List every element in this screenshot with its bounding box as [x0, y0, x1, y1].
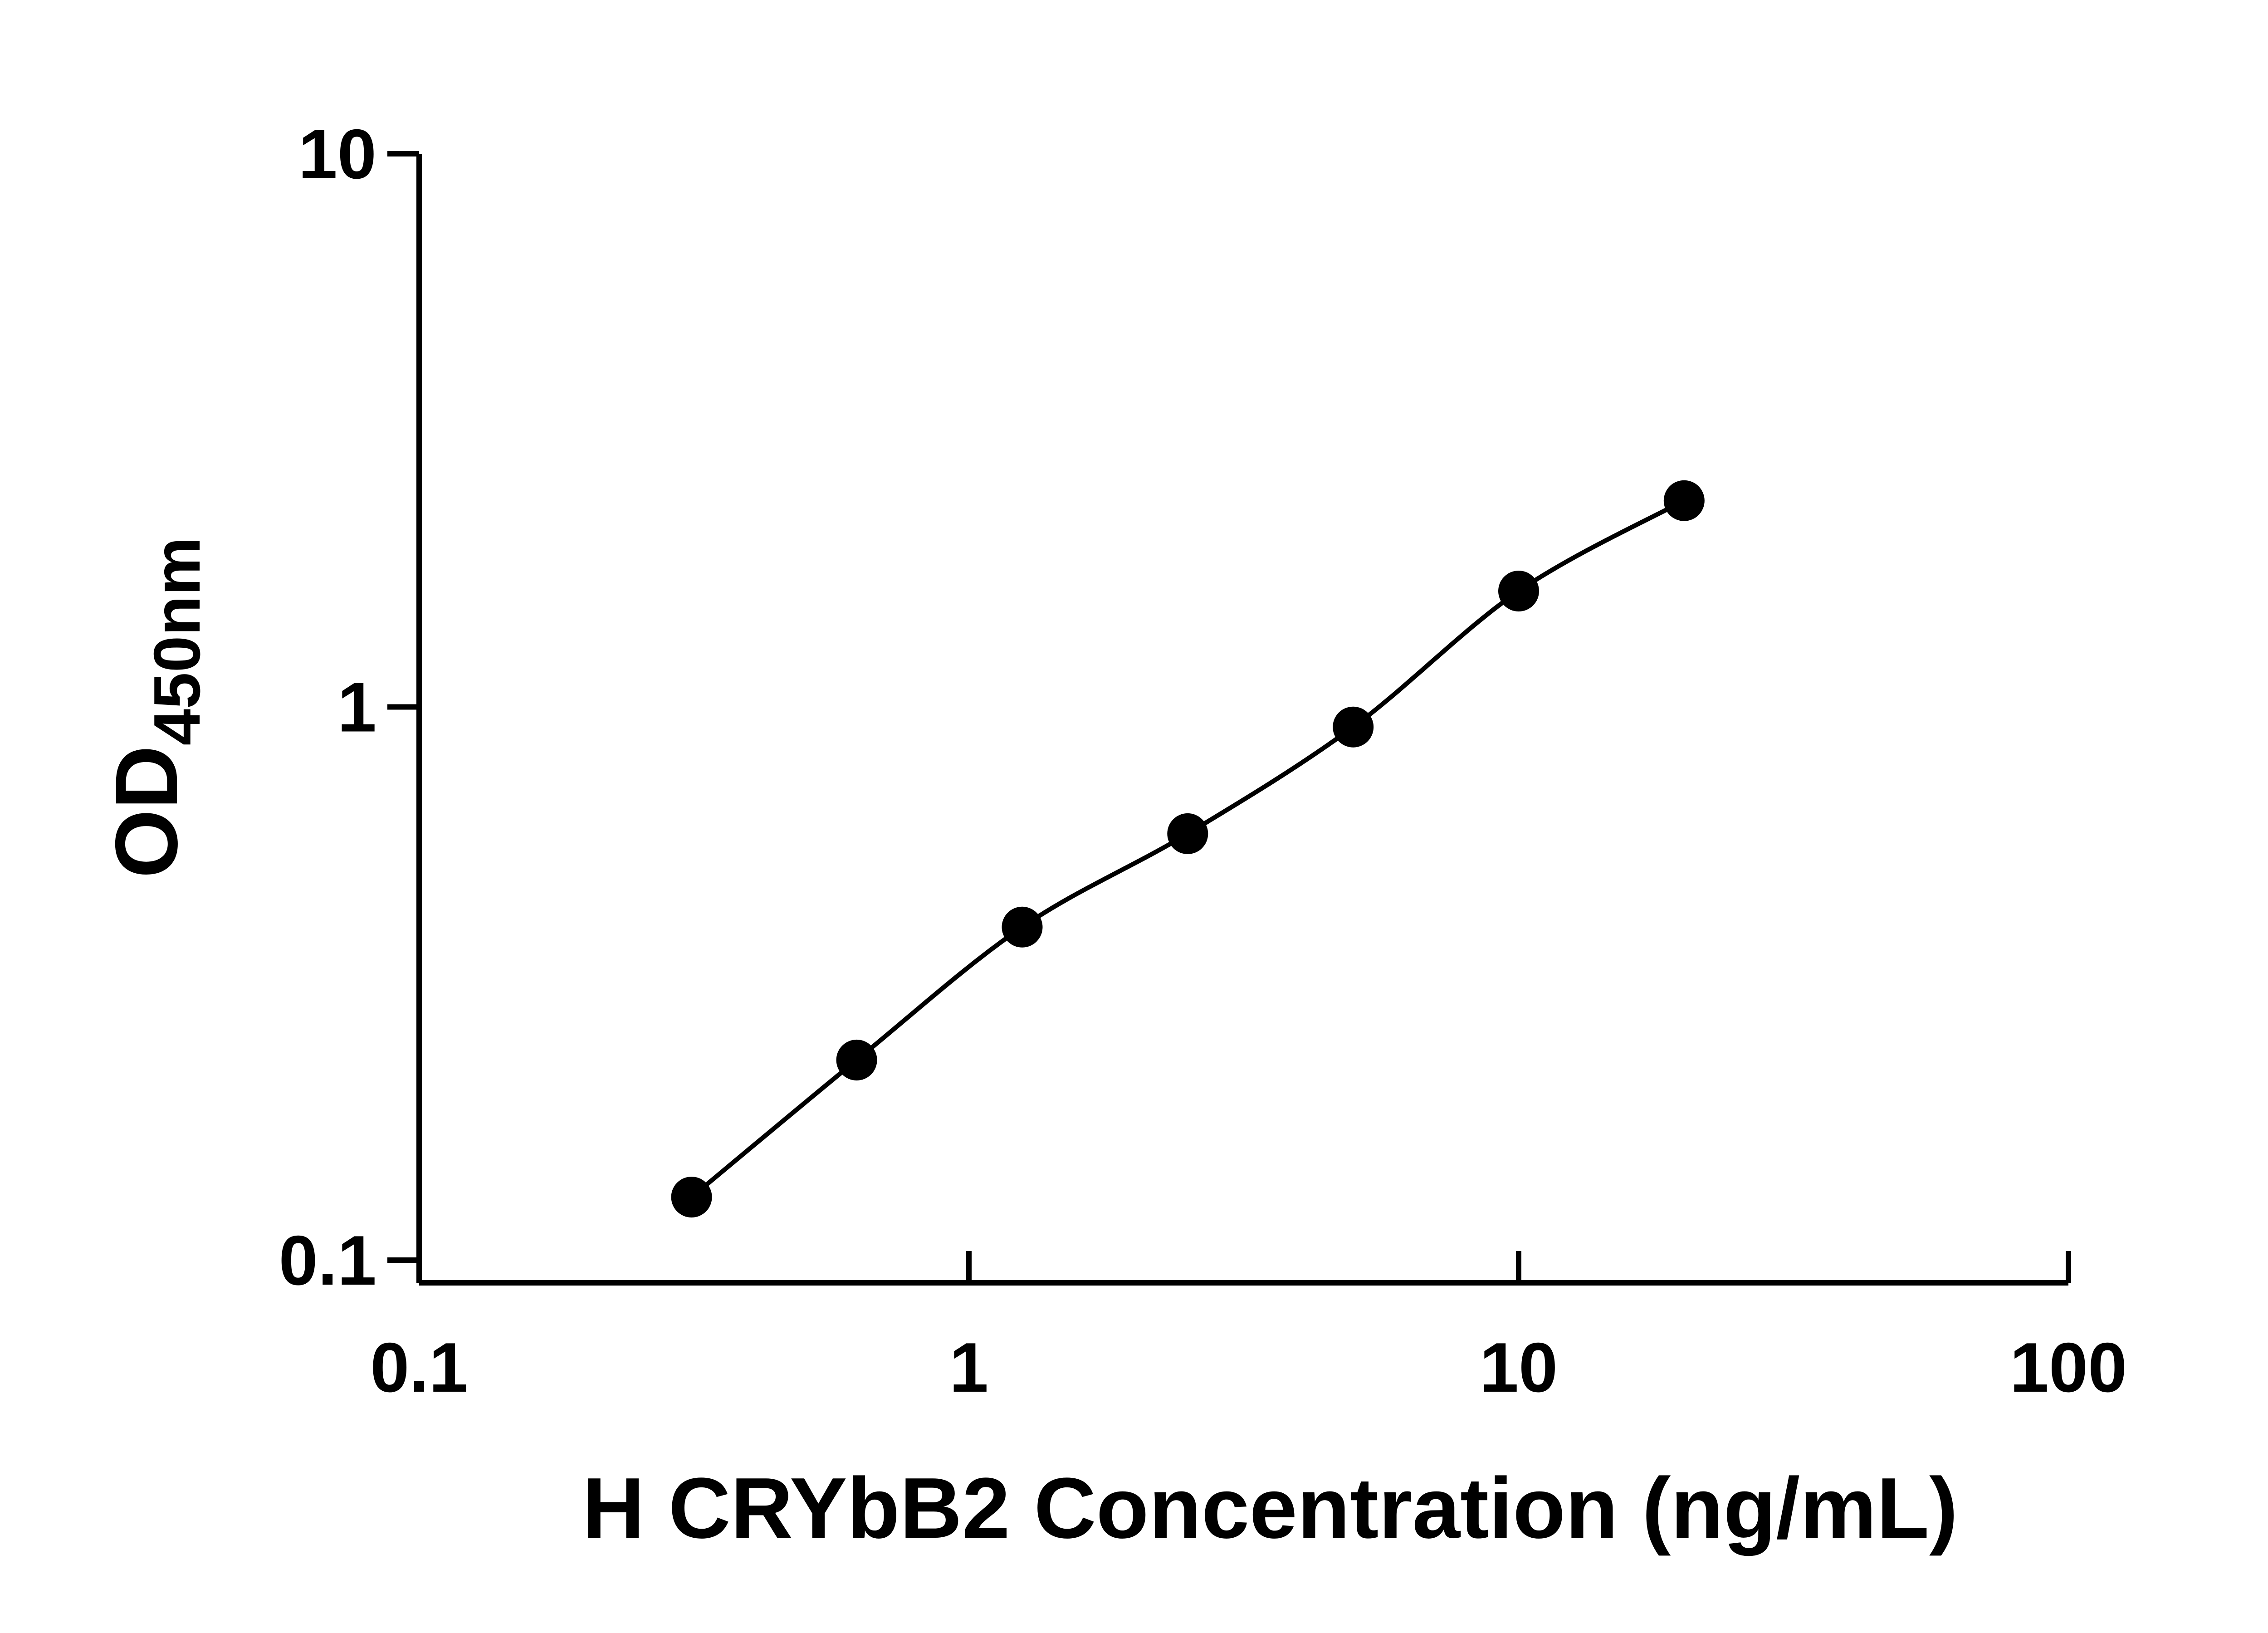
data-point — [1167, 813, 1208, 854]
x-axis-title: H CRYbB2 Concentration (ng/mL) — [582, 1460, 1958, 1556]
y-tick-label: 1 — [337, 668, 376, 747]
data-point — [1663, 480, 1705, 521]
x-tick-label: 10 — [1480, 1328, 1558, 1407]
y-tick-label: 10 — [298, 115, 376, 193]
data-point — [671, 1177, 712, 1217]
data-point — [1333, 706, 1374, 748]
plot-layer — [671, 480, 1705, 1217]
data-point — [836, 1039, 877, 1081]
x-tick-label: 1 — [949, 1328, 988, 1407]
y-axis-title-subscript: 450nm — [140, 537, 214, 745]
x-tick-label: 0.1 — [370, 1328, 468, 1407]
axes-layer: 0.1 1 10 100 10 1 0.1 — [279, 115, 2127, 1407]
labels-layer: H CRYbB2 Concentration (ng/mL) OD450nm — [97, 537, 1958, 1556]
y-tick-label: 0.1 — [279, 1221, 376, 1300]
data-point — [1498, 571, 1539, 611]
y-axis-title-main: OD — [97, 745, 196, 878]
y-axis-title: OD450nm — [97, 537, 214, 878]
x-tick-label: 100 — [2010, 1328, 2127, 1407]
data-point — [1002, 906, 1043, 948]
